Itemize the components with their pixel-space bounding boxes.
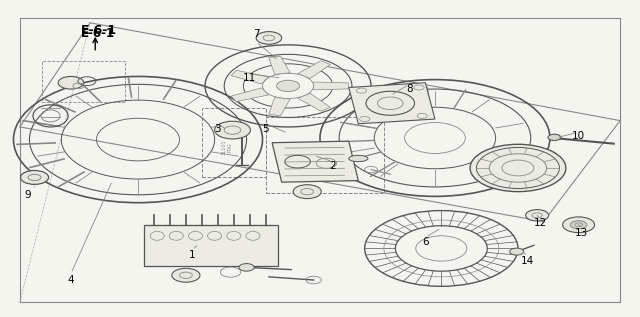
- Text: 11: 11: [243, 73, 257, 83]
- Circle shape: [239, 264, 254, 271]
- Circle shape: [214, 121, 250, 139]
- Polygon shape: [272, 141, 358, 182]
- Circle shape: [20, 171, 49, 184]
- Circle shape: [293, 185, 321, 198]
- Polygon shape: [269, 56, 290, 74]
- Circle shape: [570, 221, 587, 229]
- Circle shape: [58, 76, 84, 89]
- Polygon shape: [349, 83, 435, 124]
- Text: 5: 5: [262, 124, 269, 133]
- Polygon shape: [231, 88, 268, 101]
- Circle shape: [509, 248, 524, 255]
- Polygon shape: [298, 94, 330, 111]
- Text: 31101
P0G: 31101 P0G: [222, 140, 233, 155]
- Circle shape: [276, 80, 300, 92]
- Text: 1: 1: [189, 250, 196, 260]
- Text: 2: 2: [330, 161, 336, 171]
- Polygon shape: [314, 82, 348, 90]
- Text: 3: 3: [214, 124, 221, 133]
- Text: 14: 14: [521, 256, 534, 266]
- Text: E-6-1: E-6-1: [81, 27, 115, 40]
- Text: 10: 10: [572, 132, 585, 141]
- Text: 4: 4: [68, 275, 74, 285]
- Text: 6: 6: [422, 237, 429, 247]
- Bar: [145, 225, 278, 266]
- Text: 12: 12: [534, 218, 547, 228]
- Circle shape: [470, 144, 566, 192]
- Text: E-6-1: E-6-1: [81, 24, 116, 37]
- Polygon shape: [231, 70, 268, 84]
- Circle shape: [525, 210, 548, 221]
- Polygon shape: [298, 61, 330, 78]
- Ellipse shape: [349, 155, 368, 162]
- Text: 9: 9: [25, 190, 31, 200]
- Circle shape: [256, 32, 282, 44]
- Text: 8: 8: [406, 84, 413, 94]
- Circle shape: [563, 217, 595, 233]
- Circle shape: [172, 268, 200, 282]
- Circle shape: [548, 134, 561, 140]
- Bar: [202, 108, 266, 178]
- Text: 7: 7: [253, 29, 259, 39]
- Text: 13: 13: [575, 228, 588, 238]
- Bar: [266, 118, 384, 193]
- Bar: [42, 61, 125, 102]
- Polygon shape: [269, 97, 290, 116]
